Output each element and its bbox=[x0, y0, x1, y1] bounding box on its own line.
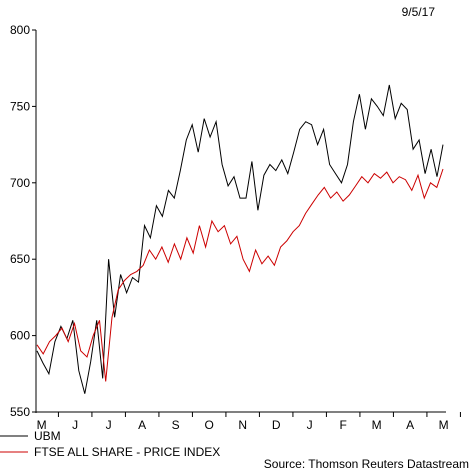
chart-source: Source: Thomson Reuters Datastream bbox=[263, 457, 469, 471]
x-tick-label: J bbox=[307, 418, 313, 432]
legend-label: UBM bbox=[34, 429, 61, 443]
x-tick-label: J bbox=[72, 418, 78, 432]
y-tick-label: 800 bbox=[10, 23, 30, 37]
y-tick-label: 750 bbox=[10, 99, 30, 113]
chart-date: 9/5/17 bbox=[401, 5, 435, 19]
x-tick-label: A bbox=[138, 418, 146, 432]
x-tick-label: F bbox=[340, 418, 347, 432]
x-tick-label: N bbox=[238, 418, 247, 432]
x-tick-label: O bbox=[205, 418, 214, 432]
y-tick-label: 600 bbox=[10, 329, 30, 343]
y-tick-label: 550 bbox=[10, 405, 30, 419]
x-tick-label: S bbox=[172, 418, 180, 432]
x-tick-label: J bbox=[106, 418, 112, 432]
x-tick-label: D bbox=[272, 418, 281, 432]
legend-label: FTSE ALL SHARE - PRICE INDEX bbox=[34, 445, 220, 459]
x-tick-label: M bbox=[372, 418, 382, 432]
ubm-series-line bbox=[36, 84, 444, 394]
ftse-series-line bbox=[36, 168, 444, 382]
x-tick-label: M bbox=[439, 418, 449, 432]
y-tick-label: 700 bbox=[10, 176, 30, 190]
x-tick-label: M bbox=[37, 418, 47, 432]
x-tick-label: A bbox=[406, 418, 414, 432]
y-tick-label: 650 bbox=[10, 252, 30, 266]
